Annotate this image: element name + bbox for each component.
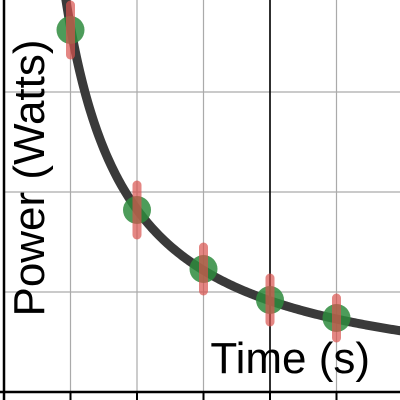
y-axis-label: Power (Watts) [5, 39, 54, 316]
fit-curve-layer [61, 0, 400, 336]
data-point [189, 242, 218, 296]
data-point [123, 180, 151, 240]
data-points-layer [56, 0, 351, 343]
data-point [322, 293, 351, 343]
data-point [256, 273, 284, 327]
x-axis-label: Time (s) [210, 334, 370, 383]
data-point [56, 0, 85, 60]
fit-curve [61, 0, 400, 336]
